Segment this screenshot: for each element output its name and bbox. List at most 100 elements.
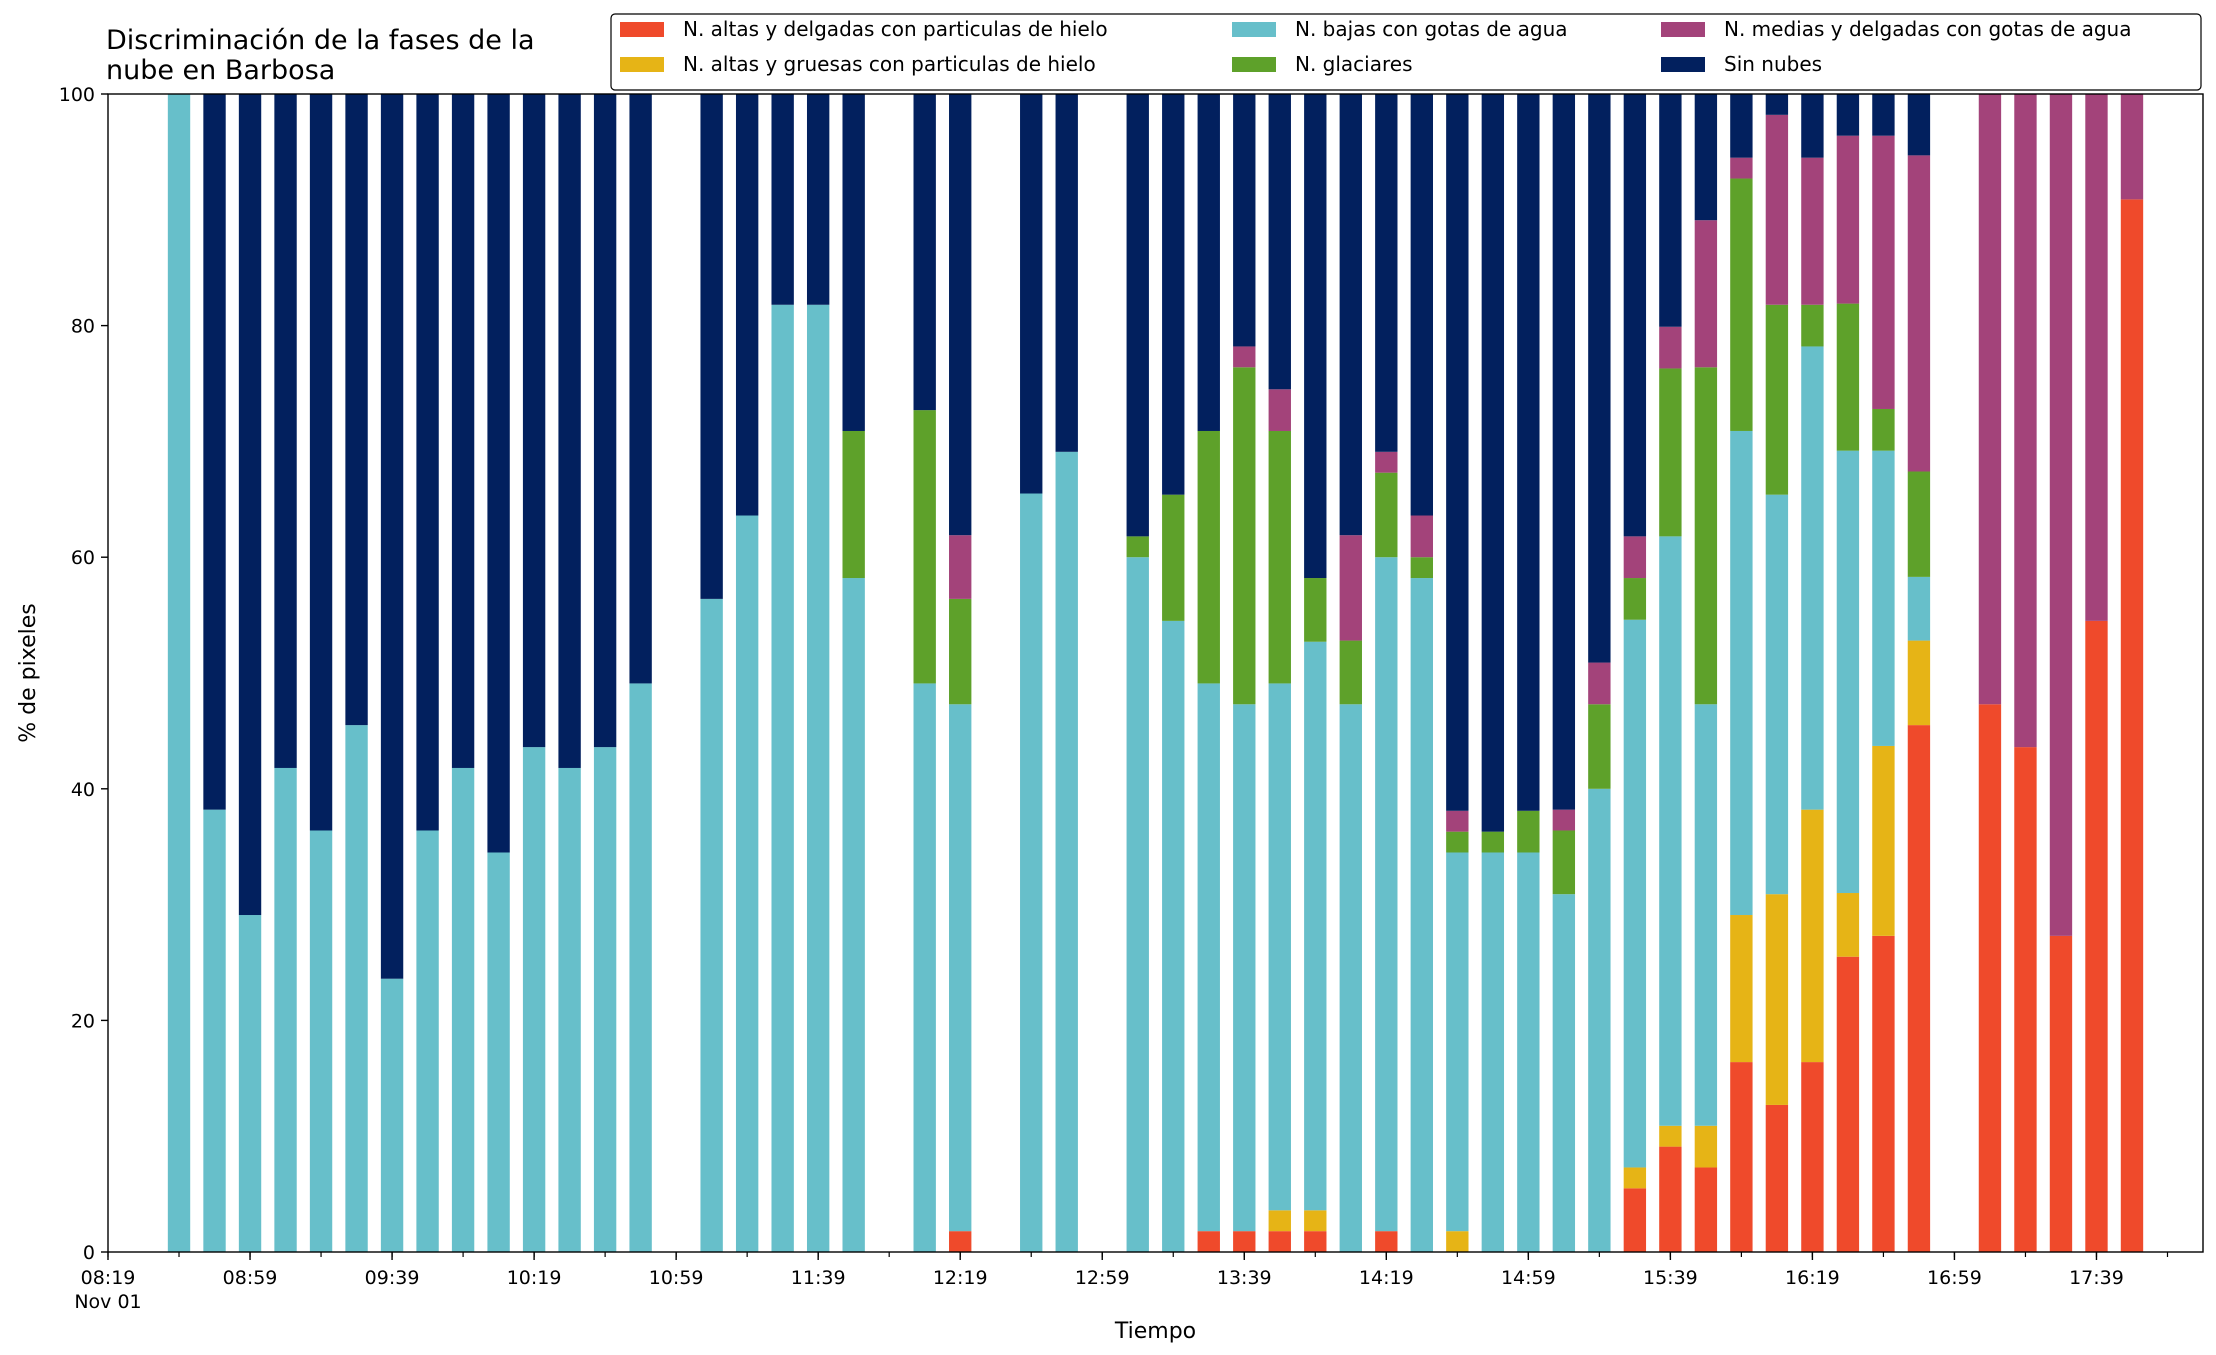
x-tick-label: 08:19 (81, 1267, 136, 1289)
bar-segment-low_water (380, 978, 404, 1252)
legend-label: N. altas y gruesas con particulas de hie… (683, 52, 1096, 76)
bar-segment-mid_water (1730, 157, 1753, 179)
bar-segment-mid_water (1872, 135, 1895, 409)
bar-segment-clear (1517, 94, 1540, 811)
bar-stack (522, 94, 546, 1252)
bar-segment-clear (1162, 94, 1185, 495)
bar-stack (1268, 94, 1291, 1252)
bar-segment-clear (593, 94, 617, 748)
bar-segment-low_water (842, 578, 865, 1252)
bar-segment-clear (345, 94, 368, 726)
bar-stack (1481, 94, 1505, 1252)
bar-segment-low_water (1623, 619, 1647, 1168)
bar-stack (1339, 94, 1362, 1252)
bar-segment-clear (1836, 94, 1860, 136)
bar-segment-hi_thin (1268, 1231, 1291, 1252)
bar-stack (1588, 94, 1611, 1252)
bar-segment-glacier (1588, 704, 1611, 789)
bar-segment-hi_thin (2014, 747, 2037, 1252)
bar-segment-clear (451, 94, 475, 768)
bar-segment-mid_water (1552, 809, 1576, 831)
bar-segment-low_water (345, 725, 368, 1252)
bar-stack (1623, 94, 1647, 1252)
x-tick-label: 14:59 (1501, 1267, 1556, 1289)
bar-segment-hi_thick (1446, 1231, 1469, 1252)
bar-segment-clear (1801, 94, 1824, 158)
x-tick-label: 09:39 (365, 1267, 420, 1289)
bar-segment-glacier (1233, 367, 1256, 705)
bar-segment-clear (1872, 94, 1895, 136)
bar-segment-low_water (1552, 894, 1576, 1252)
bar-segment-glacier (842, 430, 865, 579)
bar-stack (629, 94, 652, 1252)
bar-segment-clear (380, 94, 404, 979)
bar-segment-clear (1659, 94, 1682, 327)
bar-segment-hi_thin (1659, 1146, 1682, 1252)
bar-stack (274, 94, 297, 1252)
bar-segment-glacier (1410, 557, 1433, 579)
bar-segment-glacier (1197, 430, 1220, 684)
bar-segment-clear (842, 94, 865, 431)
bar-segment-clear (1446, 94, 1469, 811)
legend-label: N. medias y delgadas con gotas de agua (1724, 17, 2132, 41)
bar-segment-low_water (949, 704, 972, 1232)
bar-segment-glacier (1730, 178, 1753, 431)
bar-segment-clear (309, 94, 333, 831)
bar-segment-mid_water (2120, 94, 2144, 200)
bar-segment-low_water (1446, 852, 1469, 1232)
bar-segment-hi_thin (2120, 199, 2144, 1252)
bar-segment-clear (1907, 94, 1931, 156)
bar-segment-hi_thick (1801, 809, 1824, 1063)
y-tick-label: 20 (71, 1010, 95, 1032)
bar-segment-hi_thick (1872, 745, 1895, 936)
legend-item: N. medias y delgadas con gotas de agua (1661, 17, 2132, 41)
bar-segment-mid_water (1623, 536, 1647, 579)
bar-segment-low_water (558, 767, 581, 1252)
legend-swatch (620, 57, 664, 72)
bar-segment-glacier (913, 410, 936, 684)
bar-segment-clear (771, 94, 794, 305)
bar-segment-clear (1481, 94, 1505, 832)
bar-segment-clear (522, 94, 546, 748)
bar-segment-hi_thick (1694, 1125, 1718, 1168)
y-tick-label: 80 (71, 316, 95, 338)
bar-segment-clear (1055, 94, 1078, 452)
bar-stack (949, 94, 972, 1252)
bar-segment-low_water (416, 830, 439, 1252)
bar-segment-glacier (1907, 471, 1931, 577)
x-tick-label: 12:19 (933, 1267, 988, 1289)
x-tick-label: 12:59 (1075, 1267, 1130, 1289)
bar-segment-clear (1623, 94, 1647, 537)
bar-segment-clear (1588, 94, 1611, 663)
bar-segment-glacier (1304, 578, 1327, 642)
bar-segment-clear (1694, 94, 1718, 221)
bar-segment-low_water (1304, 641, 1327, 1211)
x-tick-label: 08:59 (223, 1267, 278, 1289)
bar-segment-clear (949, 94, 972, 536)
bar-segment-glacier (1126, 536, 1149, 558)
bar-stack (1162, 94, 1185, 1252)
legend-label: Sin nubes (1724, 52, 1822, 76)
legend-swatch (1661, 57, 1705, 72)
legend-swatch (620, 22, 664, 37)
legend-item: N. altas y gruesas con particulas de hie… (620, 52, 1096, 76)
bar-segment-low_water (1765, 494, 1789, 895)
bar-segment-clear (1268, 94, 1291, 390)
bar-segment-mid_water (1694, 220, 1718, 368)
bar-segment-hi_thick (1268, 1210, 1291, 1232)
bar-segment-hi_thin (1623, 1188, 1647, 1252)
bar-stack (735, 94, 759, 1252)
bar-segment-hi_thin (1304, 1231, 1327, 1252)
bar-segment-mid_water (1801, 157, 1824, 305)
x-tick-label: 11:39 (791, 1267, 846, 1289)
bar-segment-glacier (1872, 408, 1895, 451)
bar-stack (1659, 94, 1682, 1252)
bar-segment-mid_water (949, 535, 972, 599)
x-tick-label: 16:19 (1785, 1267, 1840, 1289)
bar-segment-clear (1375, 94, 1398, 452)
bar-segment-low_water (735, 515, 759, 1252)
bar-stack (1978, 94, 2002, 1252)
bar-segment-low_water (1375, 557, 1398, 1232)
bar-segment-clear (203, 94, 226, 810)
